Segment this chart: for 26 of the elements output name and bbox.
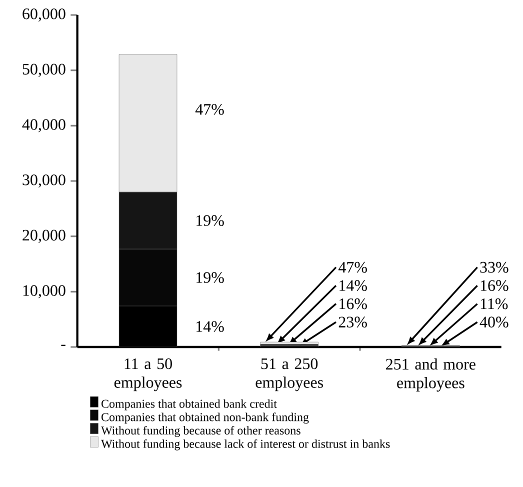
annotation: 33% [480, 262, 508, 273]
annotation: 19% [196, 272, 224, 283]
y-tick-label: 40,000 [22, 119, 66, 132]
legend-label: Companies that obtained bank credit [102, 399, 277, 410]
y-tick-label: 20,000 [22, 230, 66, 243]
annotation: 16% [340, 298, 367, 310]
annotation: 11% [480, 298, 508, 310]
x-tick-label: 251 and more employees [386, 358, 476, 392]
annotation: 47% [338, 262, 367, 273]
annotation: 19% [196, 215, 224, 226]
legend-label: Without funding because of other reasons [101, 426, 300, 438]
annotation: 14% [196, 321, 224, 332]
legend-label: Without funding because lack of interest or distrust in banks [101, 439, 390, 450]
y-tick-label: 30,000 [22, 174, 66, 188]
annotation: 14% [340, 280, 367, 292]
annotation: 47% [195, 104, 224, 115]
y-tick-label: 10,000 [23, 285, 66, 298]
legend-label: Companies that obtained non-bank funding [102, 412, 309, 424]
x-tick-label: 11 a 50 employees [114, 358, 182, 392]
y-tick-label: 50,000 [22, 64, 66, 77]
annotation: 16% [480, 280, 508, 292]
x-tick-label: 51 a 250 employees [256, 358, 323, 392]
annotation: 23% [338, 316, 367, 328]
y-tick-label: 60,000 [22, 8, 66, 22]
annotation: 40% [480, 316, 508, 328]
y-tick-label: - [61, 344, 66, 346]
